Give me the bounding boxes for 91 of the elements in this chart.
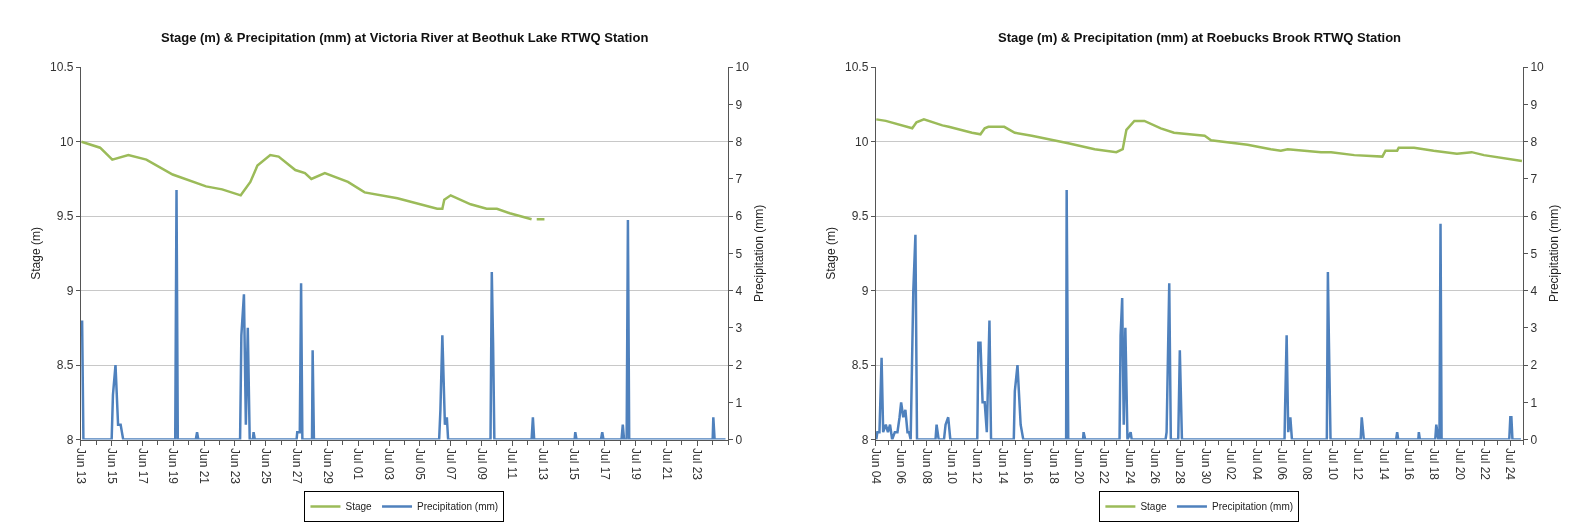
x-tick-label: Jun 22	[1097, 448, 1112, 485]
y-tick-label: 8.5	[851, 358, 869, 373]
x-tick-label: Jul 06	[1274, 448, 1289, 481]
x-tick-label: Jul 18	[1427, 448, 1442, 481]
y2-tick-label: 8	[735, 134, 743, 149]
x-tick-label: Jul 13	[536, 448, 551, 481]
legend-label: Stage	[1140, 501, 1167, 513]
x-tick-label: Jun 13	[73, 448, 88, 485]
legend-label: Precipitation (mm)	[417, 501, 499, 513]
y2-tick-label: 4	[735, 283, 743, 298]
y2-tick-label: 9	[735, 97, 743, 112]
y-axis-title: Stage (m)	[824, 227, 839, 280]
x-tick-label: Jul 04	[1249, 448, 1264, 481]
x-tick-label: Jun 20	[1071, 448, 1086, 485]
x-tick-label: Jul 14	[1376, 448, 1391, 481]
y2-tick-label: 8	[1530, 134, 1538, 149]
x-tick-label: Jun 14	[995, 448, 1010, 485]
x-tick-label: Jun 23	[228, 448, 243, 485]
y-tick-label: 10.5	[50, 60, 74, 75]
y2-tick-label: 5	[1530, 246, 1538, 261]
x-tick-label: Jun 28	[1173, 448, 1188, 485]
x-tick-label: Jun 27	[289, 448, 304, 485]
x-tick-label: Jul 20	[1452, 448, 1467, 481]
y2-tick-label: 3	[1530, 321, 1538, 336]
x-tick-label: Jul 11	[505, 448, 520, 480]
y2-tick-label: 9	[1530, 97, 1538, 112]
x-tick-label: Jul 05	[412, 448, 427, 481]
x-tick-label: Jul 02	[1224, 448, 1239, 481]
x-tick-label: Jun 16	[1021, 448, 1036, 485]
y2-tick-label: 7	[1530, 172, 1538, 187]
x-tick-label: Jun 24	[1122, 448, 1137, 485]
y2-tick-label: 2	[735, 358, 743, 373]
x-tick-label: Jun 17	[135, 448, 150, 485]
x-tick-label: Jun 19	[166, 448, 181, 485]
y2-tick-label: 1	[1530, 395, 1538, 410]
y-tick-label: 9.5	[56, 209, 74, 224]
y2-axis-title: Precipitation (mm)	[752, 204, 767, 303]
y2-tick-label: 5	[735, 246, 743, 261]
y-tick-label: 8.5	[56, 358, 74, 373]
y-tick-label: 9	[66, 283, 74, 298]
x-tick-label: Jun 06	[894, 448, 909, 485]
y2-tick-label: 6	[1530, 209, 1538, 224]
x-tick-label: Jul 12	[1351, 448, 1366, 481]
x-tick-label: Jul 22	[1478, 448, 1493, 481]
x-tick-label: Jun 12	[970, 448, 985, 485]
x-tick-label: Jun 30	[1198, 448, 1213, 485]
chart-title: Stage (m) & Precipitation (mm) at Roebucks Brook RTWQ Station	[998, 30, 1402, 45]
y2-tick-label: 0	[1530, 432, 1538, 447]
x-tick-label: Jun 26	[1148, 448, 1163, 485]
y2-tick-label: 10	[735, 60, 750, 75]
x-tick-label: Jul 21	[659, 448, 674, 481]
x-tick-label: Jun 29	[320, 448, 335, 485]
y2-tick-label: 2	[1530, 358, 1538, 373]
y-tick-label: 10	[855, 134, 869, 149]
x-tick-label: Jul 24	[1503, 448, 1518, 481]
x-tick-label: Jul 15	[567, 448, 582, 481]
x-tick-label: Jul 08	[1300, 448, 1315, 481]
x-tick-label: Jun 08	[919, 448, 934, 485]
x-tick-label: Jun 18	[1046, 448, 1061, 485]
y-tick-label: 8	[861, 432, 869, 447]
x-tick-label: Jul 23	[690, 448, 705, 481]
chart-title: Stage (m) & Precipitation (mm) at Victoria River at Beothuk Lake RTWQ Station	[161, 30, 649, 45]
y2-tick-label: 6	[735, 209, 743, 224]
x-tick-label: Jul 01	[351, 448, 366, 481]
x-tick-label: Jul 09	[474, 448, 489, 481]
y2-tick-label: 3	[735, 321, 743, 336]
x-tick-label: Jun 10	[945, 448, 960, 485]
x-tick-label: Jul 19	[628, 448, 643, 481]
x-tick-label: Jun 04	[868, 448, 883, 485]
y-tick-label: 9.5	[851, 209, 869, 224]
y2-tick-label: 4	[1530, 283, 1538, 298]
y-tick-label: 8	[66, 432, 74, 447]
x-tick-label: Jun 21	[197, 448, 212, 485]
y2-tick-label: 0	[735, 432, 743, 447]
x-tick-label: Jul 07	[443, 448, 458, 481]
x-tick-label: Jul 16	[1401, 448, 1416, 481]
y2-tick-label: 1	[735, 395, 743, 410]
y-tick-label: 9	[861, 283, 869, 298]
x-tick-label: Jul 03	[382, 448, 397, 481]
y2-tick-label: 10	[1530, 60, 1545, 75]
y-tick-label: 10.5	[845, 60, 869, 75]
y-tick-label: 10	[60, 134, 74, 149]
y2-tick-label: 7	[735, 172, 743, 187]
legend-label: Stage	[345, 501, 373, 513]
x-tick-label: Jun 25	[258, 448, 273, 485]
x-tick-label: Jul 10	[1325, 448, 1340, 481]
x-tick-label: Jul 17	[597, 448, 612, 481]
y-axis-title: Stage (m)	[29, 227, 44, 280]
legend-label: Precipitation (mm)	[1211, 501, 1294, 513]
x-tick-label: Jun 15	[104, 448, 119, 485]
y2-axis-title: Precipitation (mm)	[1546, 204, 1561, 303]
